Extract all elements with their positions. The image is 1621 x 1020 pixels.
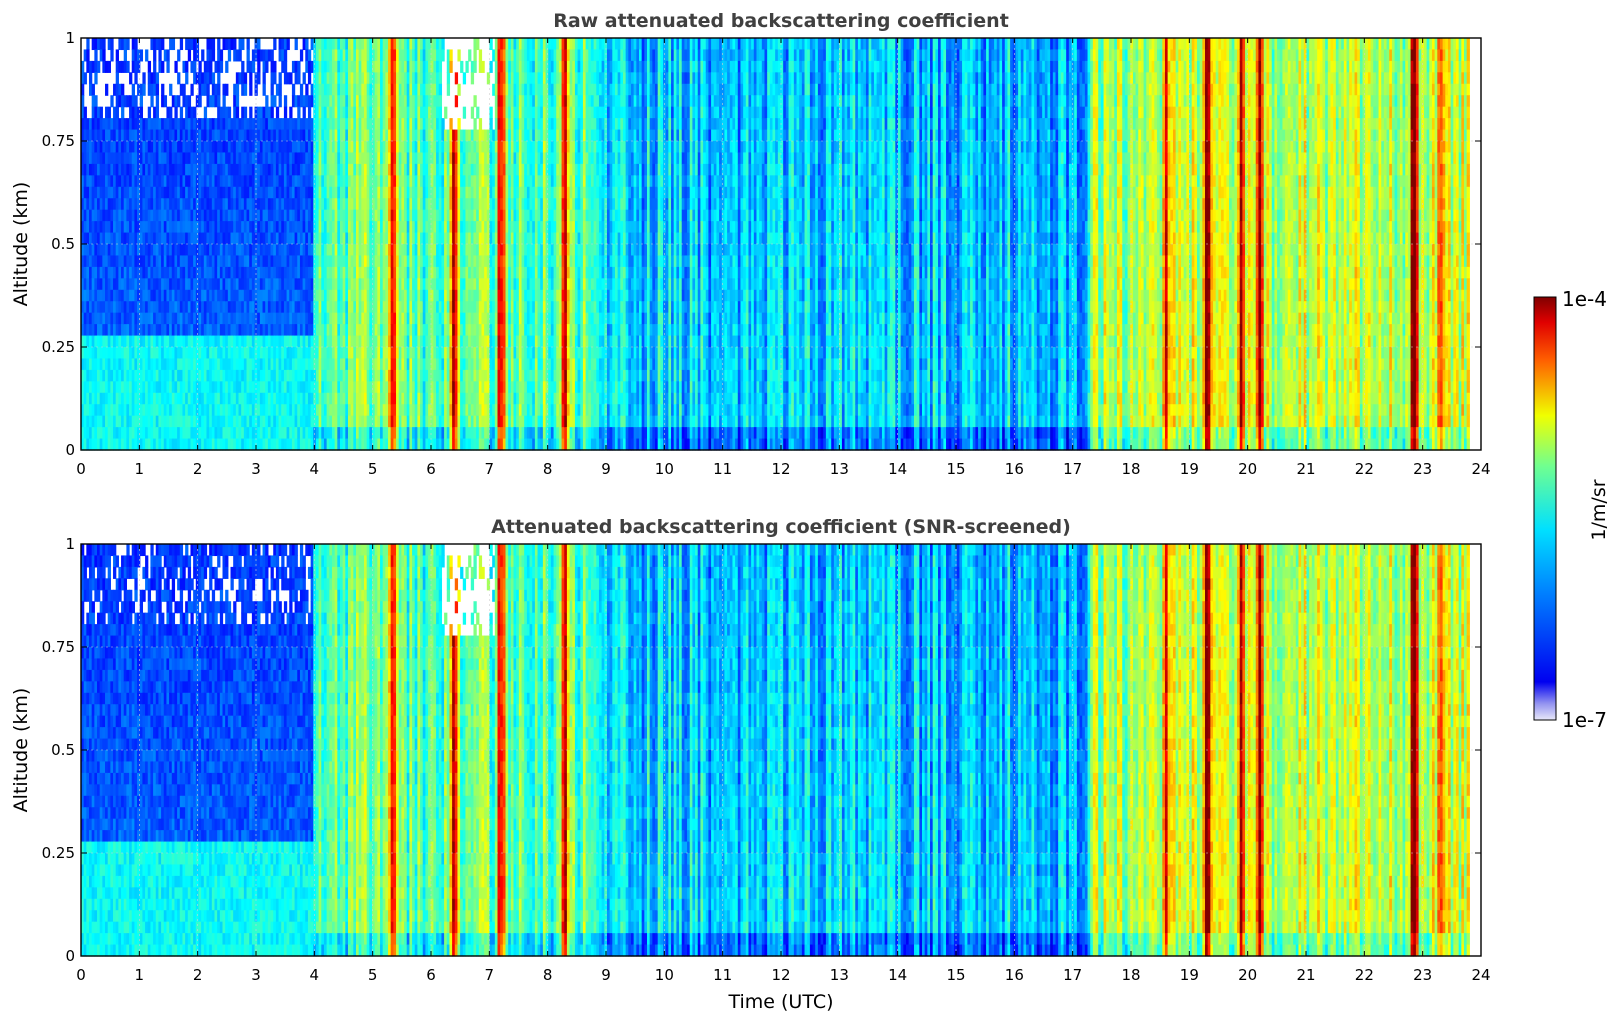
heatmap-cell <box>94 49 97 61</box>
heatmap-cell <box>134 38 137 50</box>
heatmap-cell <box>142 72 145 84</box>
heatmap-cell <box>110 49 113 61</box>
heatmap-cell <box>134 95 137 107</box>
heatmap-cell <box>102 38 105 50</box>
heatmap-cell <box>110 95 113 107</box>
heatmap-cell <box>84 72 87 84</box>
heatmap-cell <box>134 72 137 84</box>
panel-title: Raw attenuated backscattering coefficien… <box>553 10 1009 32</box>
heatmap-cell <box>94 72 97 84</box>
heatmap-cell <box>121 107 124 119</box>
heatmap-cell <box>132 84 135 96</box>
heatmap-cell <box>142 84 145 96</box>
heatmap-cell <box>108 107 111 119</box>
heatmap-cell <box>145 49 148 61</box>
heatmap-cell <box>150 95 153 107</box>
heatmap-cell <box>137 61 140 73</box>
heatmap-cell <box>148 61 151 73</box>
heatmap-cell <box>140 49 143 61</box>
heatmap-cell <box>126 61 129 73</box>
heatmap-cell <box>102 49 105 61</box>
heatmap-cell <box>129 72 132 84</box>
heatmap-cell <box>86 49 89 61</box>
heatmap-cell <box>84 107 87 119</box>
heatmap-cell <box>116 49 119 61</box>
heatmap-cell <box>94 95 97 107</box>
heatmap-cell <box>140 95 143 107</box>
heatmap-cell <box>105 84 108 96</box>
heatmap-cell <box>124 49 127 61</box>
heatmap-cell <box>92 84 95 96</box>
heatmap-cell <box>116 72 119 84</box>
heatmap-cell <box>116 107 119 119</box>
figure: Raw attenuated backscattering coefficien… <box>0 0 1621 1020</box>
heatmap-cell <box>110 38 113 50</box>
raw-backscatter-panel: Raw attenuated backscattering coefficien… <box>10 10 1491 478</box>
heatmap-cell <box>89 72 92 84</box>
heatmap-cell <box>140 107 143 119</box>
heatmap-cell <box>108 61 111 73</box>
heatmap-cell <box>97 61 100 73</box>
heatmap-cell <box>86 38 89 50</box>
heatmap-cell <box>121 84 124 96</box>
heatmap-cell <box>148 107 151 119</box>
heatmap-cell <box>126 38 129 50</box>
heatmap-cell <box>100 107 103 119</box>
